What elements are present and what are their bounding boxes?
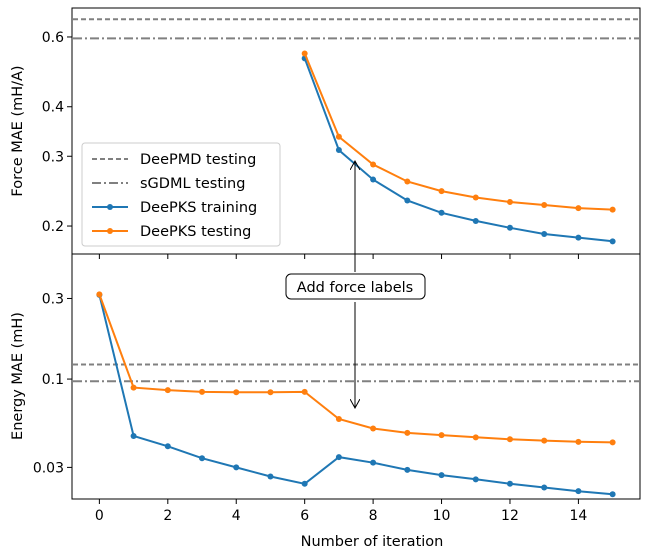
force-point-deepks-testing xyxy=(472,194,479,201)
energy-point-deepks-training xyxy=(199,455,206,462)
annotation: Add force labels xyxy=(285,162,426,407)
energy-point-deepks-testing xyxy=(335,416,342,423)
energy-series-line-deepks-training xyxy=(98,294,613,496)
force-point-deepks-testing xyxy=(438,188,445,195)
energy-point-deepks-testing xyxy=(575,438,582,445)
energy-point-deepks-training xyxy=(609,491,616,498)
energy-series-line-deepks-testing xyxy=(98,294,613,444)
energy-point-deepks-training xyxy=(472,476,479,483)
legend-label-sgdml: sGDML testing xyxy=(140,176,245,192)
energy-point-deepks-testing xyxy=(164,387,171,394)
energy-point-deepks-testing xyxy=(301,388,308,395)
force-point-deepks-training xyxy=(472,217,479,224)
force-point-deepks-testing xyxy=(541,201,548,208)
energy-point-deepks-training xyxy=(404,466,411,473)
energy-point-deepks-testing xyxy=(472,434,479,441)
energy-point-deepks-testing xyxy=(404,429,411,436)
energy-point-deepks-training xyxy=(370,459,377,466)
x-tick-label: 14 xyxy=(569,508,587,524)
annotation-box xyxy=(285,273,426,300)
energy-point-deepks-testing xyxy=(130,384,137,391)
legend-label-deepks-testing: DeePKS testing xyxy=(140,224,251,240)
force-point-deepks-training xyxy=(506,224,513,231)
legend: DeePMD testing sGDML testing DeePKS trai… xyxy=(81,142,281,247)
force-point-deepks-testing xyxy=(609,206,616,213)
legend-marker-deepks-testing xyxy=(107,228,113,234)
x-axis-title: Number of iteration xyxy=(301,534,444,550)
force-point-deepks-testing xyxy=(335,133,342,140)
energy-point-deepks-training xyxy=(130,433,137,440)
energy-point-deepks-training xyxy=(335,454,342,461)
energy-point-deepks-training xyxy=(233,464,240,471)
x-tick-label: 4 xyxy=(232,508,241,524)
force-y-axis-title: Force MAE (mH/A) xyxy=(10,65,26,196)
energy-point-deepks-training xyxy=(438,472,445,479)
x-tick-label: 8 xyxy=(369,508,378,524)
energy-point-deepks-testing xyxy=(541,437,548,444)
energy-point-deepks-testing xyxy=(609,439,616,446)
annotation-text: Add force labels xyxy=(297,280,413,296)
x-tick-label: 6 xyxy=(300,508,309,524)
x-tick-label: 0 xyxy=(95,508,104,524)
force-point-deepks-testing xyxy=(575,205,582,212)
energy-ytick-label: 0.3 xyxy=(42,291,64,307)
energy-point-deepks-testing xyxy=(96,291,103,298)
force-series-line-deepks-testing xyxy=(303,53,613,211)
energy-point-deepks-testing xyxy=(438,432,445,439)
force-point-deepks-training xyxy=(404,197,411,204)
energy-point-deepks-training xyxy=(164,443,171,450)
force-point-deepks-training xyxy=(609,238,616,245)
energy-point-deepks-training xyxy=(541,484,548,491)
energy-point-deepks-training xyxy=(506,480,513,487)
force-point-deepks-training xyxy=(438,209,445,216)
energy-ytick-label: 0.1 xyxy=(42,372,64,388)
energy-point-deepks-testing xyxy=(267,389,274,396)
x-tick-label: 2 xyxy=(163,508,172,524)
energy-y-axis-title: Energy MAE (mH) xyxy=(10,312,26,440)
force-point-deepks-testing xyxy=(506,198,513,205)
force-point-deepks-training xyxy=(541,230,548,237)
force-ytick-label: 0.2 xyxy=(42,219,64,235)
energy-point-deepks-testing xyxy=(199,388,206,395)
legend-marker-deepks-training xyxy=(107,204,113,210)
force-point-deepks-testing xyxy=(404,178,411,185)
energy-point-deepks-training xyxy=(575,488,582,495)
force-point-deepks-training xyxy=(370,176,377,183)
x-tick-label: 10 xyxy=(433,508,451,524)
force-ytick-label: 0.4 xyxy=(42,100,64,116)
force-point-deepks-testing xyxy=(370,161,377,168)
force-ytick-label: 0.6 xyxy=(42,30,64,46)
force-point-deepks-testing xyxy=(301,50,308,57)
legend-label-deepmd: DeePMD testing xyxy=(140,152,256,168)
legend-label-deepks-training: DeePKS training xyxy=(140,200,257,216)
energy-point-deepks-training xyxy=(301,480,308,487)
force-point-deepks-training xyxy=(335,147,342,154)
force-point-deepks-training xyxy=(575,234,582,241)
legend-box xyxy=(81,142,281,247)
energy-point-deepks-testing xyxy=(233,389,240,396)
energy-point-deepks-testing xyxy=(506,436,513,443)
energy-point-deepks-training xyxy=(267,473,274,480)
energy-point-deepks-testing xyxy=(370,425,377,432)
energy-ytick-label: 0.03 xyxy=(33,460,64,476)
force-ytick-label: 0.3 xyxy=(42,149,64,165)
x-tick-label: 12 xyxy=(501,508,519,524)
